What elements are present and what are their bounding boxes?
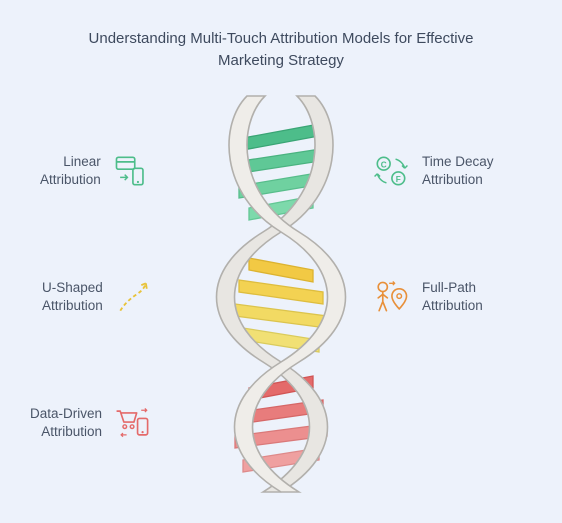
- label-timedecay: C F Time DecayAttribution: [370, 150, 494, 192]
- label-fullpath: Full-PathAttribution: [370, 276, 483, 318]
- label-linear-text: LinearAttribution: [40, 153, 101, 188]
- label-linear: LinearAttribution: [40, 150, 153, 192]
- cart-phone-icon: [112, 402, 154, 444]
- svg-text:F: F: [396, 175, 401, 184]
- label-datadriven: Data-DrivenAttribution: [30, 402, 154, 444]
- svg-text:C: C: [381, 160, 387, 169]
- label-ushaped: U-ShapedAttribution: [42, 276, 155, 318]
- label-datadriven-text: Data-DrivenAttribution: [30, 405, 102, 440]
- label-fullpath-text: Full-PathAttribution: [422, 279, 483, 314]
- label-timedecay-text: Time DecayAttribution: [422, 153, 494, 188]
- dna-helix-diagram: [191, 94, 371, 494]
- temperature-convert-icon: C F: [370, 150, 412, 192]
- person-location-icon: [370, 276, 412, 318]
- curve-arrow-icon: [113, 276, 155, 318]
- page-title: Understanding Multi-Touch Attribution Mo…: [0, 0, 562, 72]
- label-ushaped-text: U-ShapedAttribution: [42, 279, 103, 314]
- card-phone-icon: [111, 150, 153, 192]
